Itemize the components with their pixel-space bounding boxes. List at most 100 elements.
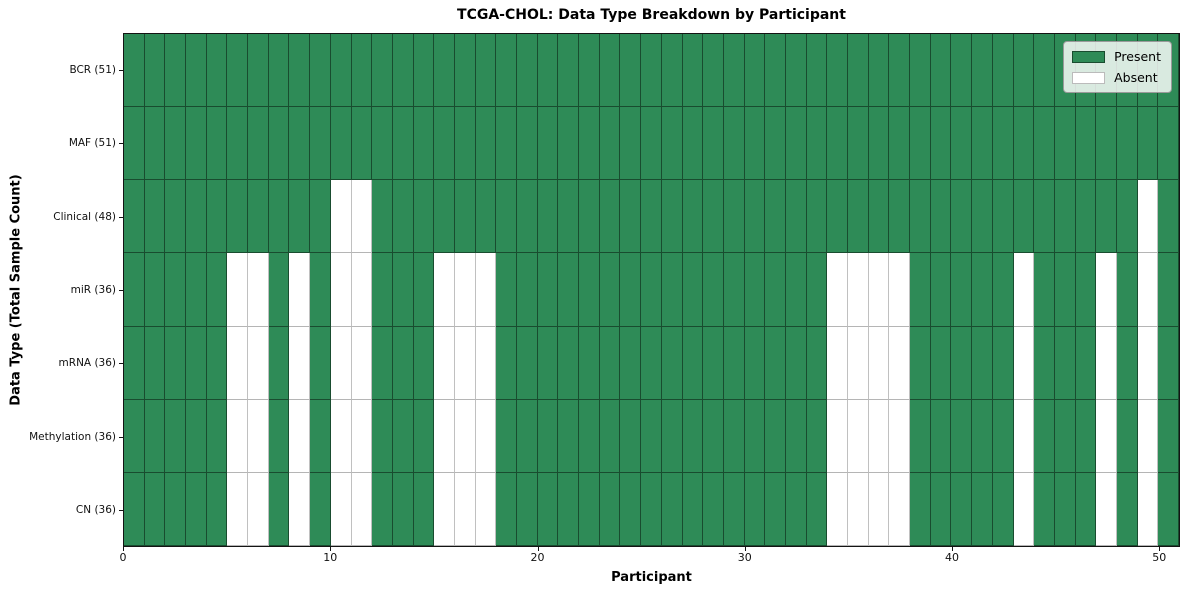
heatmap-cell [765, 326, 786, 400]
heatmap-cell [310, 326, 331, 400]
heatmap-cell [930, 107, 952, 181]
heatmap-cell [972, 472, 993, 546]
heatmap-cell [641, 253, 662, 327]
heatmap-cell [744, 326, 766, 400]
heatmap-cell [992, 399, 1014, 473]
heatmap-cell [1034, 107, 1055, 181]
heatmap-cell [785, 107, 807, 181]
heatmap-cell [765, 253, 786, 327]
heatmap-cell [227, 180, 249, 254]
heatmap-cell [930, 399, 952, 473]
heatmap-cell [517, 399, 538, 473]
heatmap-cell [434, 34, 455, 108]
heatmap-cell [641, 34, 662, 108]
heatmap-cell [723, 107, 745, 181]
y-tick-mark [119, 290, 123, 291]
heatmap-cell [537, 107, 559, 181]
heatmap-cell [806, 472, 828, 546]
y-tick-mark [119, 510, 123, 512]
heatmap-cell [744, 34, 766, 108]
heatmap-cell [558, 326, 580, 400]
heatmap-cell [599, 34, 621, 108]
heatmap-cell [599, 107, 621, 181]
heatmap-cell [641, 180, 662, 254]
y-tick-mark [119, 216, 123, 218]
y-tick-label: mRNA (36) [58, 357, 116, 370]
heatmap-cell [1137, 180, 1159, 254]
heatmap-cell [289, 253, 311, 327]
x-tick-label: 30 [737, 551, 752, 564]
heatmap-cell [124, 107, 145, 181]
x-axis-title: Participant [611, 570, 692, 585]
heatmap-cell [827, 326, 849, 400]
heatmap-cell [144, 472, 166, 546]
heatmap-cell [1054, 180, 1076, 254]
heatmap-cell [910, 253, 931, 327]
heatmap-cell [1096, 472, 1117, 546]
heatmap-cell [392, 253, 414, 327]
heatmap-cell [392, 472, 414, 546]
heatmap-cell [579, 472, 600, 546]
heatmap-cell [413, 253, 435, 327]
heatmap-cell [537, 253, 559, 327]
heatmap-cell [124, 399, 145, 473]
heatmap-cell [558, 253, 580, 327]
heatmap-cell [682, 34, 704, 108]
heatmap-cell [868, 326, 890, 400]
heatmap-cell [454, 399, 476, 473]
legend-item-present: Present [1072, 49, 1161, 64]
heatmap-cell [1034, 472, 1055, 546]
heatmap-cell [806, 180, 828, 254]
heatmap-cell [868, 253, 890, 327]
heatmap-cell [144, 399, 166, 473]
heatmap-cell [186, 326, 207, 400]
heatmap-cell [579, 107, 600, 181]
heatmap-cell [330, 472, 352, 546]
heatmap-cell [248, 399, 269, 473]
heatmap-cell [910, 399, 931, 473]
heatmap-cell [1096, 399, 1117, 473]
heatmap-cell [268, 180, 290, 254]
y-tick-label: BCR (51) [69, 63, 116, 76]
legend-item-absent: Absent [1072, 70, 1161, 85]
heatmap-cell [806, 107, 828, 181]
heatmap-cell [765, 399, 786, 473]
heatmap-cell [765, 34, 786, 108]
heatmap-cell [392, 180, 414, 254]
heatmap-cell [496, 34, 518, 108]
heatmap-cell [310, 180, 331, 254]
heatmap-cell [910, 472, 931, 546]
heatmap-cell [372, 472, 393, 546]
heatmap-cell [1116, 472, 1138, 546]
heatmap-cell [806, 253, 828, 327]
heatmap-cell [1054, 399, 1076, 473]
heatmap-cell [1137, 107, 1159, 181]
legend: Present Absent [1063, 41, 1172, 93]
heatmap-cell [682, 253, 704, 327]
heatmap-cell [454, 107, 476, 181]
y-tick-mark [119, 436, 123, 438]
heatmap-cell [330, 34, 352, 108]
heatmap-cell [206, 253, 228, 327]
heatmap-cell [537, 180, 559, 254]
heatmap-cell [537, 472, 559, 546]
heatmap-cell [827, 180, 849, 254]
heatmap-cell [620, 34, 642, 108]
heatmap-cell [537, 34, 559, 108]
x-tick-mark [537, 547, 539, 551]
heatmap-cell [227, 399, 249, 473]
heatmap-cell [1013, 34, 1035, 108]
heatmap-cell [785, 253, 807, 327]
heatmap-cell [372, 180, 393, 254]
heatmap-cell [517, 34, 538, 108]
heatmap-cell [951, 180, 973, 254]
heatmap-cell [992, 472, 1014, 546]
heatmap-cell [1013, 253, 1035, 327]
heatmap-cell [682, 180, 704, 254]
heatmap-cell [124, 326, 145, 400]
heatmap-cell [310, 472, 331, 546]
heatmap-cell [599, 253, 621, 327]
heatmap-cell [785, 180, 807, 254]
heatmap-cell [206, 34, 228, 108]
